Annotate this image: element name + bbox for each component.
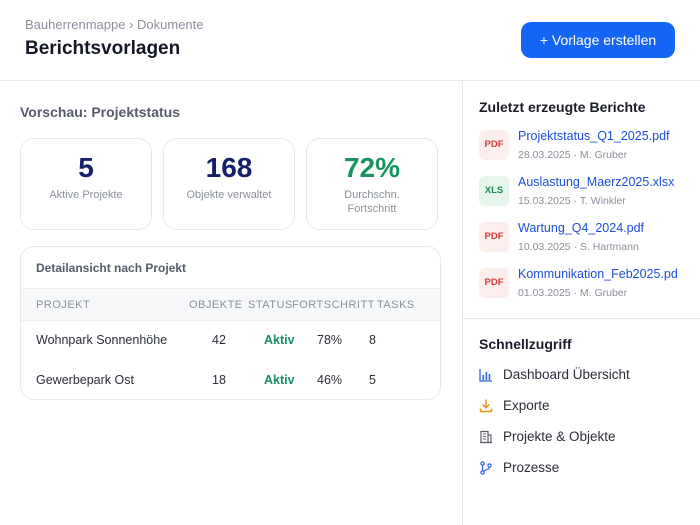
quick-link-label[interactable]: Dashboard Übersicht — [503, 367, 630, 382]
report-name[interactable]: Kommunikation_Feb2025.pd — [518, 267, 678, 281]
table-row: Gewerbepark Ost 18 Aktiv 46% 5 — [21, 361, 440, 399]
workflow-icon — [480, 461, 492, 475]
detail-title: Detailansicht nach Projekt — [36, 261, 187, 275]
report-item[interactable]: PDF Wartung_Q4_2024.pdf 10.03.2025 · S. … — [479, 221, 694, 261]
kpi-card-average-progress: 72% Durchschn. Fortschritt — [306, 138, 438, 230]
column-header-projekt: PROJEKT — [36, 299, 91, 311]
cell-projekt: Gewerbepark Ost — [36, 373, 134, 387]
report-name[interactable]: Projektstatus_Q1_2025.pdf — [518, 129, 670, 143]
preview-title: Vorschau: Projektstatus — [20, 104, 181, 120]
kpi-value: 5 — [78, 152, 94, 183]
download-icon — [479, 399, 493, 413]
kpi-label: Aktive Projekte — [49, 189, 123, 201]
cell-tasks: 8 — [369, 333, 376, 347]
page-title: Berichtsvorlagen — [25, 38, 181, 59]
kpi-value: 72% — [343, 152, 401, 183]
report-item[interactable]: PDF Projektstatus_Q1_2025.pdf 28.03.2025… — [479, 129, 694, 169]
create-template-button[interactable]: + Vorlage erstellen — [521, 22, 675, 58]
report-item[interactable]: PDF Kommunikation_Feb2025.pd 01.03.2025 … — [479, 267, 694, 307]
pdf-file-icon: PDF — [479, 130, 509, 160]
cell-status: Aktiv — [264, 373, 295, 387]
table-row: Wohnpark Sonnenhöhe 42 Aktiv 78% 8 — [21, 321, 440, 359]
column-header-objekte: OBJEKTE — [189, 299, 243, 311]
kpi-card-managed-objects: 168 Objekte verwaltet — [163, 138, 295, 230]
building-icon — [480, 430, 492, 444]
cell-fortschritt: 78% — [317, 333, 343, 347]
report-meta: 28.03.2025 · M. Gruber — [518, 149, 628, 161]
cell-status: Aktiv — [264, 333, 295, 347]
xls-file-icon: XLS — [479, 176, 509, 206]
project-detail-card: Detailansicht nach Projekt PROJEKT OBJEK… — [20, 246, 441, 400]
quick-link-label[interactable]: Projekte & Objekte — [503, 429, 616, 444]
report-meta: 10.03.2025 · S. Hartmann — [518, 241, 639, 253]
preview-panel: Vorschau: Projektstatus 5 Aktive Projekt… — [0, 81, 462, 525]
kpi-label: Objekte verwaltet — [186, 189, 272, 201]
report-item[interactable]: XLS Auslastung_Maerz2025.xlsx 15.03.2025… — [479, 175, 694, 215]
cell-tasks: 5 — [369, 373, 376, 387]
report-meta: 15.03.2025 · T. Winkler — [518, 195, 626, 207]
bar-chart-icon — [479, 369, 492, 382]
quick-link-label[interactable]: Prozesse — [503, 460, 560, 475]
quick-link-dashboard[interactable]: Dashboard Übersicht — [479, 364, 694, 388]
report-name[interactable]: Wartung_Q4_2024.pdf — [518, 221, 645, 235]
cell-objekte: 42 — [212, 333, 226, 347]
sidebar: Zuletzt erzeugte Berichte PDF Projektsta… — [462, 81, 700, 525]
column-header-fortschritt: FORTSCHRITT — [292, 299, 375, 311]
column-header-tasks: TASKS — [377, 299, 415, 311]
quick-link-exports[interactable]: Exporte — [479, 395, 694, 419]
kpi-card-active-projects: 5 Aktive Projekte — [20, 138, 152, 230]
kpi-label: Durchschn. Fortschritt — [344, 189, 400, 215]
report-name[interactable]: Auslastung_Maerz2025.xlsx — [518, 175, 675, 189]
column-header-status: STATUS — [248, 299, 293, 311]
cell-fortschritt: 46% — [317, 373, 343, 387]
quick-link-projects[interactable]: Projekte & Objekte — [479, 426, 694, 450]
sidebar-divider — [463, 318, 700, 319]
cell-projekt: Wohnpark Sonnenhöhe — [36, 333, 168, 347]
quick-link-processes[interactable]: Prozesse — [479, 457, 694, 481]
pdf-file-icon: PDF — [479, 222, 509, 252]
quick-link-label[interactable]: Exporte — [503, 398, 550, 413]
page-header: Bauherrenmappe › Dokumente Berichtsvorla… — [0, 0, 700, 81]
breadcrumb[interactable]: Bauherrenmappe › Dokumente — [25, 17, 204, 32]
recent-reports-title: Zuletzt erzeugte Berichte — [479, 99, 646, 115]
report-meta: 01.03.2025 · M. Gruber — [518, 287, 628, 299]
cell-objekte: 18 — [212, 373, 226, 387]
kpi-value: 168 — [205, 152, 253, 183]
pdf-file-icon: PDF — [479, 268, 509, 298]
quick-access-title: Schnellzugriff — [479, 336, 572, 352]
table-header: PROJEKT OBJEKTE STATUS FORTSCHRITT TASKS — [21, 288, 440, 321]
